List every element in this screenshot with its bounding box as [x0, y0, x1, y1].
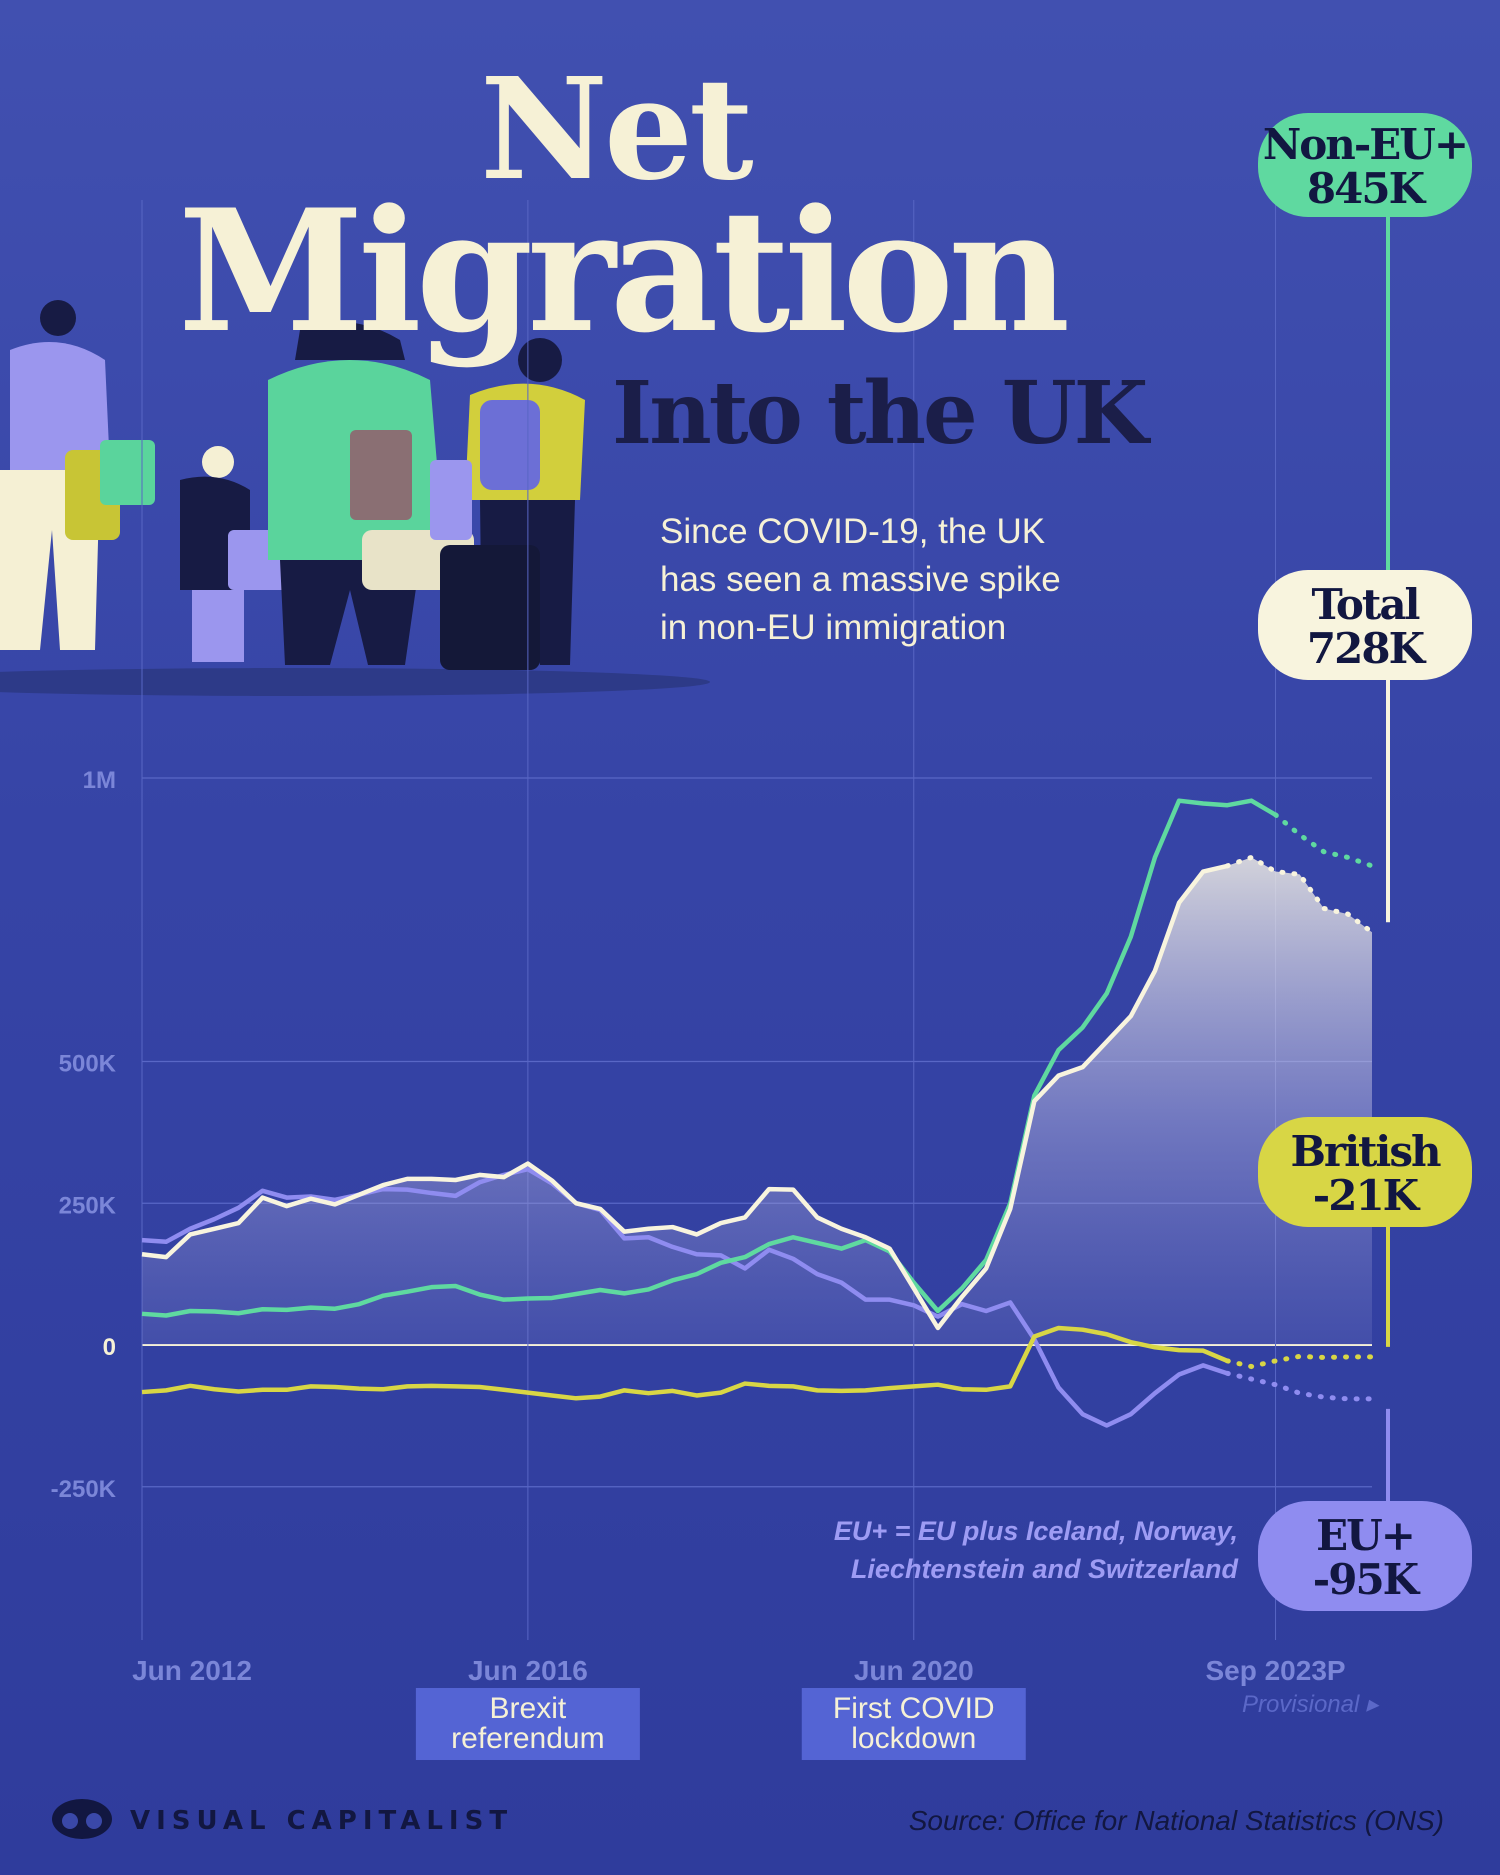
non_eu-line — [141, 798, 1277, 1318]
british-line — [141, 1325, 1229, 1401]
y-tick-label: 500K — [59, 1051, 117, 1078]
total-label-bubble — [1258, 570, 1472, 680]
x-tick-label: Sep 2023P — [1205, 1655, 1345, 1686]
eu-line — [141, 1166, 1228, 1428]
non_eu-projected-line — [1273, 812, 1375, 869]
total-area — [142, 857, 1372, 1345]
subtitle: Since COVID-19, the UK has seen a massiv… — [660, 508, 1130, 652]
total-label-name: Total — [1311, 580, 1419, 629]
eu-label-bubble — [1258, 1501, 1472, 1611]
eu-note-line-1: EU+ = EU plus Iceland, Norway, — [833, 1516, 1238, 1546]
y-tick-label: 1M — [83, 767, 116, 794]
travelers-illustration — [0, 300, 710, 696]
eu-note-line-2: Liechtenstein and Switzerland — [850, 1554, 1238, 1584]
british-label-bubble — [1258, 1117, 1472, 1227]
title-line-migration: Migration — [178, 172, 1070, 370]
brand-logo-text: VISUAL CAPITALIST — [130, 1806, 514, 1836]
total-label-value: 728K — [1307, 624, 1427, 673]
source-note: Source: Office for National Statistics (… — [908, 1805, 1444, 1836]
x-tick-label: Jun 2016 — [468, 1655, 588, 1686]
x-tick-label: Jun 2020 — [854, 1655, 974, 1686]
annotation-box — [801, 1688, 1026, 1760]
x-axis-ticks: Jun 2012 Jun 2016 Jun 2020 Sep 2023P Provisi… — [132, 1655, 1380, 1718]
y-tick-label: -250K — [51, 1476, 117, 1503]
british-label-name: British — [1290, 1127, 1441, 1176]
title-line-into-uk: Into the UK — [612, 363, 1148, 464]
eu-label-value: -95K — [1313, 1555, 1421, 1604]
brand-logo-icon — [52, 1799, 112, 1839]
y-axis-ticks: -250K 0 250K 500K 1M — [51, 767, 117, 1503]
non_eu-label-name: Non-EU+ — [1263, 120, 1467, 169]
provisional-label: Provisional ▸ — [1242, 1691, 1380, 1718]
total-line — [141, 863, 1228, 1331]
annotation-text: referendum — [451, 1722, 604, 1755]
subtitle-line-3: in non-EU immigration — [660, 608, 1007, 647]
subtitle-line-1: Since COVID-19, the UK — [660, 512, 1046, 551]
series-lines — [141, 798, 1375, 1428]
british-projected-line — [1224, 1353, 1375, 1370]
total-projected-line — [1224, 854, 1375, 935]
eu-definition-note: EU+ = EU plus Iceland, Norway, Liechtens… — [834, 1512, 1238, 1588]
subtitle-line-2: has seen a massive spike — [660, 560, 1061, 599]
eu-projected-line — [1224, 1370, 1375, 1402]
annotation-text: lockdown — [851, 1722, 976, 1755]
title-line-net: Net — [480, 48, 754, 212]
eu-label-name: EU+ — [1316, 1511, 1414, 1560]
annotation-box — [415, 1688, 640, 1760]
non_eu-label-bubble — [1258, 113, 1472, 217]
annotation-text: First COVID — [833, 1692, 995, 1725]
y-tick-label: 0 — [103, 1334, 116, 1361]
annotation-text: Brexit — [490, 1692, 567, 1725]
total-area-fill — [142, 857, 1372, 1345]
non_eu-label-value: 845K — [1307, 164, 1427, 213]
british-label-value: -21K — [1313, 1171, 1421, 1220]
y-tick-label: 250K — [59, 1192, 117, 1219]
x-tick-label: Jun 2012 — [132, 1655, 252, 1686]
